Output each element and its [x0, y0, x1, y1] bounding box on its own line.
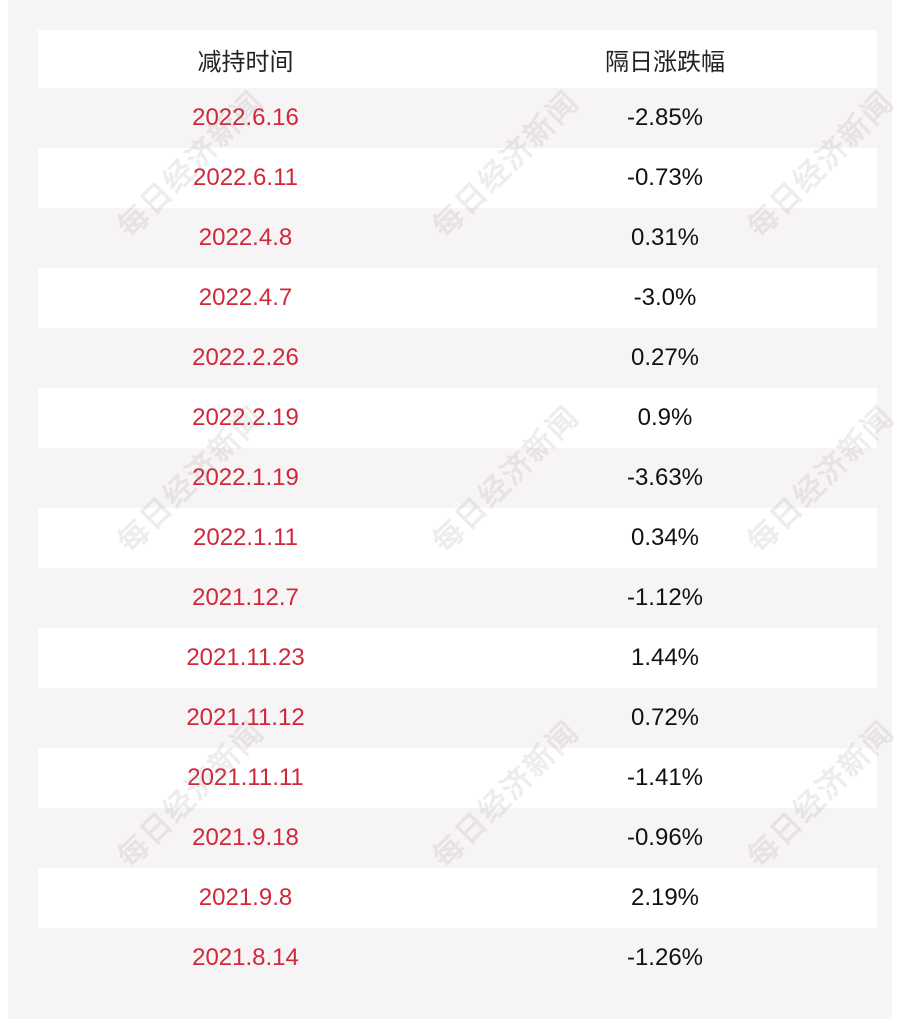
- date-cell: 2021.11.11: [187, 764, 304, 791]
- change-cell: 0.34%: [630, 524, 700, 551]
- change-cell: 1.44%: [630, 644, 700, 671]
- change-cell: -3.63%: [626, 464, 704, 491]
- change-cell: 0.27%: [630, 344, 700, 371]
- header-cell: 减持时间: [197, 48, 294, 76]
- table-row: 2021.11.12 0.72%: [38, 688, 877, 748]
- date-cell: 2022.2.26: [192, 344, 299, 371]
- table-row: 2021.9.8 2.19%: [38, 868, 877, 928]
- change-cell: 0.31%: [630, 224, 700, 251]
- page: 减持时间 隔日涨跌幅 2022.6.16 -2.85% 2022.6.11 -0.73…: [8, 0, 900, 1019]
- table-row: 2022.2.19 0.9%: [38, 388, 877, 448]
- change-cell: -2.85%: [626, 104, 704, 131]
- table: 减持时间 隔日涨跌幅 2022.6.16 -2.85% 2022.6.11 -0.73…: [38, 30, 877, 988]
- table-row: 2022.4.8 0.31%: [38, 208, 877, 268]
- table-row: 2021.9.18 -0.96%: [38, 808, 877, 868]
- change-cell: 0.9%: [637, 404, 693, 431]
- date-cell: 2022.6.16: [192, 104, 299, 131]
- change-cell: -1.41%: [626, 764, 704, 791]
- date-cell: 2021.11.23: [186, 644, 305, 671]
- table-row: 2022.4.7 -3.0%: [38, 268, 877, 328]
- table-row: 2021.8.14 -1.26%: [38, 928, 877, 988]
- date-cell: 2021.9.18: [192, 824, 299, 851]
- date-cell: 2021.8.14: [192, 944, 299, 971]
- date-cell: 2021.9.8: [198, 884, 293, 911]
- date-cell: 2022.2.19: [192, 404, 299, 431]
- table-row: 2022.6.11 -0.73%: [38, 148, 877, 208]
- change-cell: -1.26%: [626, 944, 704, 971]
- date-cell: 2021.11.12: [186, 704, 305, 731]
- table-row: 2022.2.26 0.27%: [38, 328, 877, 388]
- change-cell: -3.0%: [633, 284, 697, 311]
- change-cell: 2.19%: [630, 884, 700, 911]
- header-cell: 隔日涨跌幅: [605, 48, 725, 76]
- header-row: 减持时间 隔日涨跌幅: [38, 30, 877, 88]
- table-row: 2022.1.19 -3.63%: [38, 448, 877, 508]
- change-cell: -0.73%: [626, 164, 704, 191]
- date-cell: 2022.1.11: [193, 524, 298, 551]
- table-row: 2022.1.11 0.34%: [38, 508, 877, 568]
- table-row: 2021.11.23 1.44%: [38, 628, 877, 688]
- table-row: 2021.12.7 -1.12%: [38, 568, 877, 628]
- date-cell: 2022.1.19: [192, 464, 299, 491]
- date-cell: 2021.12.7: [192, 584, 299, 611]
- change-cell: -1.12%: [626, 584, 704, 611]
- table-row: 2022.6.16 -2.85%: [38, 88, 877, 148]
- date-cell: 2022.6.11: [193, 164, 298, 191]
- table-row: 2021.11.11 -1.41%: [38, 748, 877, 808]
- date-cell: 2022.4.7: [198, 284, 293, 311]
- change-cell: 0.72%: [630, 704, 700, 731]
- date-cell: 2022.4.8: [198, 224, 293, 251]
- change-cell: -0.96%: [626, 824, 704, 851]
